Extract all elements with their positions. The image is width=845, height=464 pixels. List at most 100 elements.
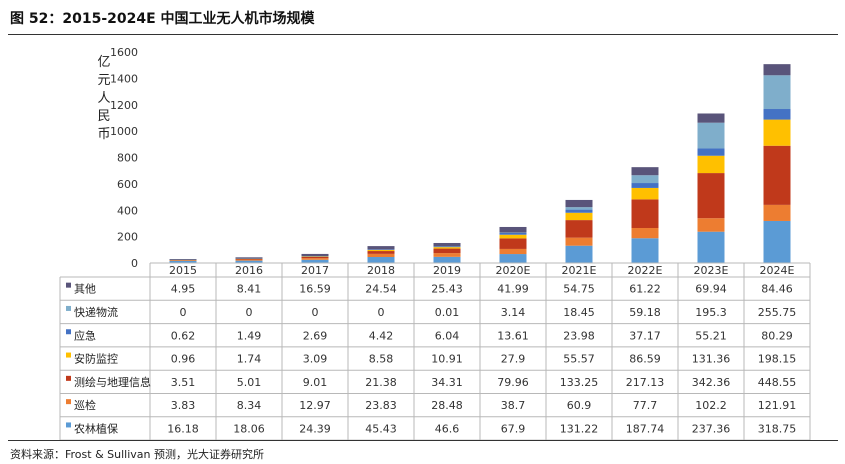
- bar-segment: [763, 119, 791, 146]
- data-label: 9.01: [303, 376, 328, 389]
- data-label: 79.96: [497, 376, 529, 389]
- bar-segment: [433, 248, 461, 254]
- data-label: 24.39: [299, 422, 331, 435]
- legend-swatch: [66, 375, 71, 381]
- data-label: 342.36: [692, 376, 731, 389]
- data-label: 80.29: [761, 329, 793, 342]
- bar-segment: [367, 249, 395, 250]
- bar-segment: [499, 254, 527, 263]
- bar-segment: [697, 122, 725, 149]
- data-label: 55.57: [563, 353, 595, 366]
- data-label: 86.59: [629, 353, 661, 366]
- data-label: 6.04: [435, 329, 460, 342]
- data-label: 3.09: [303, 353, 328, 366]
- legend-label: 安防监控: [74, 352, 118, 366]
- y-tick-label: 1600: [110, 46, 138, 59]
- data-label: 12.97: [299, 399, 331, 412]
- data-label: 0.62: [171, 329, 196, 342]
- bar-segment: [235, 258, 263, 260]
- data-label: 5.01: [237, 376, 262, 389]
- bar-group: [169, 64, 791, 263]
- legend-swatch: [66, 399, 71, 405]
- data-label: 187.74: [626, 422, 665, 435]
- bar-segment: [763, 109, 791, 120]
- bar-segment: [367, 251, 395, 254]
- title-rule: [8, 34, 838, 35]
- bar-segment: [433, 247, 461, 249]
- x-tick-label: 2016: [235, 264, 263, 277]
- data-label: 84.46: [761, 283, 793, 296]
- x-tick-label: 2022E: [628, 264, 663, 277]
- bar-segment: [697, 231, 725, 263]
- x-tick-label: 2020E: [496, 264, 531, 277]
- bar-segment: [565, 199, 593, 208]
- data-label: 38.7: [501, 399, 526, 412]
- data-table: 2015 2016 2017 2018 2019 2020E 2021E 2022E 2023E…: [59, 262, 811, 440]
- data-label: 18.06: [233, 422, 265, 435]
- source-rule: [8, 440, 838, 441]
- data-label: 131.22: [560, 422, 599, 435]
- bar-segment: [763, 145, 791, 205]
- bar-segment: [697, 173, 725, 219]
- data-label: 69.94: [695, 283, 727, 296]
- data-label: 54.75: [563, 283, 595, 296]
- x-tick-label: 2015: [169, 264, 197, 277]
- bar-segment: [565, 220, 593, 238]
- source-note: 资料来源：Frost & Sullivan 预测，光大证券研究所: [10, 448, 264, 461]
- bar-segment: [367, 257, 395, 263]
- bar-segment: [301, 256, 329, 259]
- y-axis-label-char: 币: [97, 127, 110, 142]
- data-label: 2.69: [303, 329, 328, 342]
- y-tick-label: 1200: [110, 99, 138, 112]
- data-label: 0: [246, 306, 253, 319]
- data-label: 0: [180, 306, 187, 319]
- bar-segment: [565, 209, 593, 213]
- legend-label: 其他: [74, 283, 96, 296]
- legend-swatch: [66, 352, 71, 358]
- y-axis-label-char: 元: [97, 73, 110, 88]
- bar-segment: [631, 183, 659, 188]
- legend-label: 应急: [74, 328, 96, 342]
- x-tick-label: 2018: [367, 264, 395, 277]
- bar-segment: [367, 249, 395, 252]
- x-tick-label: 2021E: [562, 264, 597, 277]
- x-tick-label: 2019: [433, 264, 461, 277]
- bar-segment: [499, 234, 527, 239]
- data-label: 1.49: [237, 329, 262, 342]
- bar-segment: [763, 220, 791, 263]
- bar-segment: [697, 148, 725, 156]
- data-label: 217.13: [626, 376, 665, 389]
- data-label: 37.17: [629, 329, 661, 342]
- data-label: 448.55: [758, 376, 797, 389]
- data-label: 1.74: [237, 353, 262, 366]
- legend-label: 巡检: [74, 398, 96, 412]
- data-label: 18.45: [563, 306, 595, 319]
- y-axis-label-char: 民: [97, 109, 110, 124]
- legend-swatch: [66, 282, 71, 288]
- data-label: 237.36: [692, 422, 731, 435]
- y-tick-label: 1400: [110, 72, 138, 85]
- bar-segment: [235, 257, 263, 259]
- bar-segment: [169, 259, 197, 260]
- legend-swatch: [66, 422, 71, 428]
- data-label: 41.99: [497, 283, 529, 296]
- data-label: 34.31: [431, 376, 463, 389]
- y-axis: 0 200 400 600 800 1000 1200 1400 1600: [110, 46, 138, 270]
- data-label: 10.91: [431, 353, 463, 366]
- bar-segment: [433, 242, 461, 247]
- bar-segment: [499, 226, 527, 233]
- bar-segment: [235, 260, 263, 263]
- data-label: 67.9: [501, 422, 526, 435]
- bar-segment: [499, 238, 527, 249]
- bar-segment: [565, 207, 593, 210]
- data-label: 255.75: [758, 306, 797, 319]
- data-label: 27.9: [501, 353, 526, 366]
- legend-label: 快递物流: [74, 305, 118, 319]
- bar-segment: [367, 253, 395, 258]
- y-tick-label: 1000: [110, 125, 138, 138]
- bar-segment: [565, 212, 593, 221]
- y-tick-label: 0: [131, 257, 138, 270]
- data-label: 195.3: [695, 306, 727, 319]
- data-label: 16.18: [167, 422, 199, 435]
